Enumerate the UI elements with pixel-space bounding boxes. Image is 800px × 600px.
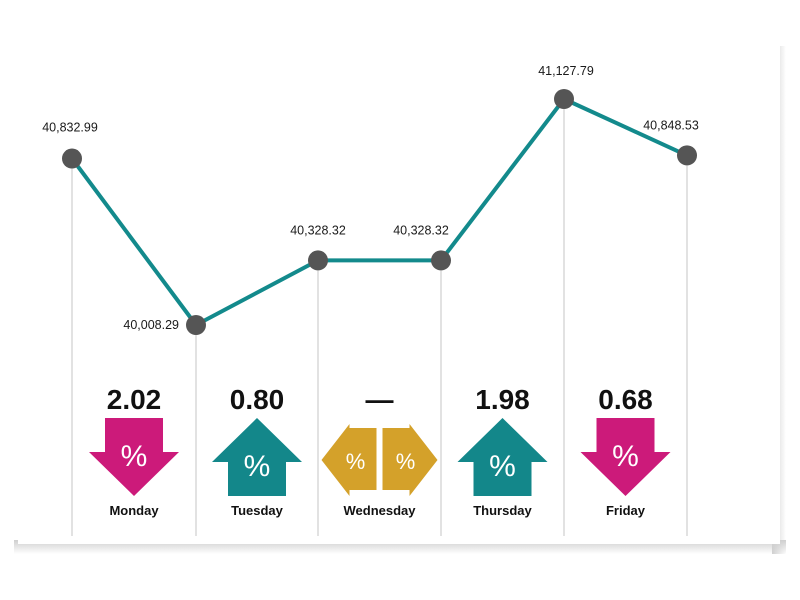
day-label-1: Tuesday <box>231 503 284 518</box>
data-point-0 <box>62 148 82 169</box>
data-point-1 <box>186 315 206 335</box>
percent-symbol-left: % <box>346 449 366 474</box>
day-label-3: Thursday <box>473 503 532 518</box>
point-label-4: 41,127.79 <box>538 64 594 78</box>
percent-symbol-4: % <box>612 440 639 473</box>
down-arrow-icon <box>580 418 671 496</box>
day-label-4: Friday <box>606 503 646 518</box>
day-label-0: Monday <box>109 503 159 518</box>
percent-symbol-1: % <box>244 450 271 483</box>
point-label-3: 40,328.32 <box>393 223 449 237</box>
percent-symbol-3: % <box>489 450 516 483</box>
up-arrow-icon <box>457 418 548 496</box>
series-line <box>70 97 688 327</box>
right-arrow-icon <box>382 424 438 496</box>
change-value-0: 2.02 <box>107 384 162 415</box>
point-label-5: 40,848.53 <box>643 118 699 132</box>
left-arrow-icon <box>321 424 377 496</box>
point-label-1: 40,008.29 <box>123 318 179 332</box>
change-value-2: — <box>366 384 394 415</box>
data-point-4 <box>554 89 574 109</box>
change-value-1: 0.80 <box>230 384 285 415</box>
down-arrow-icon <box>89 418 179 496</box>
percent-symbol-0: % <box>121 440 148 473</box>
percent-symbol-right: % <box>396 449 416 474</box>
point-label-0: 40,832.99 <box>42 121 98 135</box>
change-value-3: 1.98 <box>475 384 530 415</box>
point-label-2: 40,328.32 <box>290 223 346 237</box>
data-point-3 <box>431 250 451 271</box>
day-label-2: Wednesday <box>343 503 416 518</box>
data-point-5 <box>677 145 697 166</box>
data-point-2 <box>308 250 328 271</box>
up-arrow-icon <box>212 418 302 496</box>
change-value-4: 0.68 <box>598 384 653 415</box>
